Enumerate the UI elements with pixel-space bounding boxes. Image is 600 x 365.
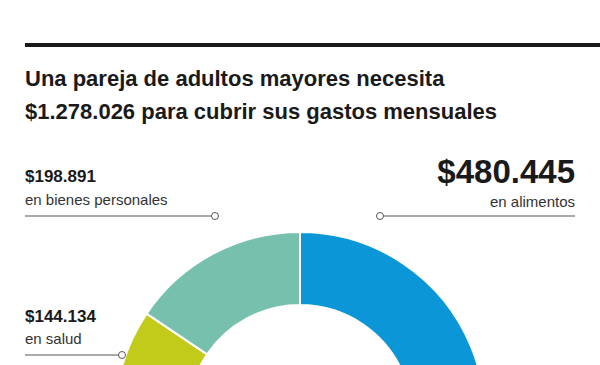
top-rule: [25, 43, 600, 47]
category-label: en salud: [25, 330, 82, 347]
donut: [115, 232, 485, 365]
leader-line: [25, 216, 215, 217]
leader-line: [380, 216, 575, 217]
slice-label: $480.445 en alimentos: [377, 153, 576, 220]
leader-dot: [377, 213, 384, 220]
slice: [147, 232, 300, 354]
category-label: en bienes personales: [25, 191, 168, 208]
leader-dot: [212, 213, 219, 220]
title: $1.278.026 para cubrir sus gastos mensua…: [25, 99, 497, 124]
chart: Una pareja de adultos mayores necesita $1…: [0, 0, 600, 365]
data-label: $144.134: [25, 307, 96, 326]
leader-dot: [119, 352, 126, 359]
slice: [300, 232, 485, 365]
data-label: $480.445: [437, 153, 575, 190]
slice-label: $144.134 en salud: [25, 307, 126, 359]
category-label: en alimentos: [490, 193, 575, 210]
title: Una pareja de adultos mayores necesita: [25, 66, 445, 91]
leader-line: [25, 355, 122, 356]
data-label: $198.891: [25, 167, 96, 186]
slice-label: $198.891 en bienes personales: [25, 167, 219, 220]
